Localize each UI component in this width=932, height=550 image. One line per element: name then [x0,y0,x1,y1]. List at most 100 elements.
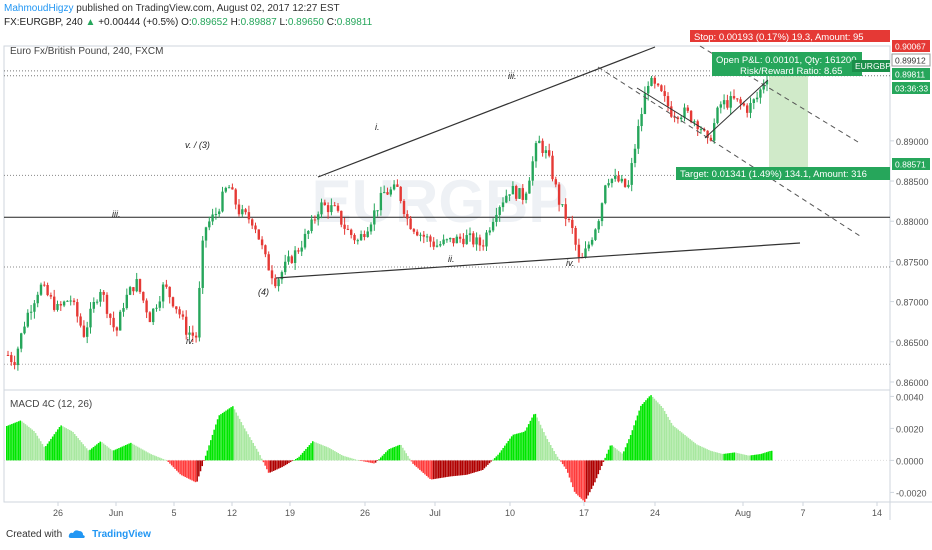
candle-body [518,188,521,199]
author-link[interactable]: MahmoudHigzy [4,3,74,14]
candle-body [300,247,303,252]
macd-bar [128,443,130,461]
ohlc-close-value: 0.89811 [336,17,373,28]
pnl-box-bg [712,52,862,76]
macd-bar [771,450,773,461]
macd-bar [310,443,312,461]
macd-bar [337,453,339,461]
candle-body [640,114,643,127]
macd-bar [220,414,222,461]
macd-bar [329,448,331,461]
macd-bar [415,460,418,467]
macd-bar [196,460,198,482]
countdown-tag: 03:36:33 [892,82,930,94]
macd-bar [541,428,543,461]
macd-bar [531,417,533,461]
candle-body [425,236,429,238]
macd-bar [648,396,651,461]
macd-bar [162,458,164,461]
macd-bar [638,410,640,461]
candle-body [412,229,416,232]
macd-bar [113,450,115,461]
macd-bar [286,460,288,465]
macd-bar [250,440,253,461]
candle-body [409,218,412,230]
macd-bar [211,434,214,461]
candle-body [455,236,458,244]
macd-bar [223,411,226,461]
macd-bar [699,446,702,461]
candle-body [729,96,732,108]
macd-bar [293,460,295,461]
macd-bar [733,452,736,461]
candle-body [574,227,577,245]
wave-label: v. / (3) [185,140,210,150]
candle-body [524,193,528,200]
macd-bar [657,402,659,461]
symbol-label: FX:EURGBP, 240 [4,17,83,28]
price-tick-label: 0.88000 [896,217,929,227]
flag-lower-line [636,87,706,131]
candle-body [713,123,716,141]
tradingview-brand[interactable]: TradingView [92,528,151,540]
macd-bar [551,448,554,461]
candle-body [478,237,482,246]
candle-body [59,304,62,306]
macd-bar [36,435,39,461]
macd-bar [109,448,112,461]
macd-bar [395,446,397,461]
macd-bar [63,427,66,461]
candle-body [181,314,185,317]
macd-bar [330,449,333,461]
macd-bar [616,449,618,461]
macd-bar [696,444,698,461]
up-arrow-icon: ▲ [85,17,96,28]
macd-bar [548,442,550,461]
target-price-tag: 0.88571 [892,158,930,170]
macd-bar [458,460,460,476]
candle-body [333,205,336,207]
candle-body [419,234,422,236]
macd-bar [317,443,319,461]
macd-bar [255,448,258,461]
candle-body [392,184,396,190]
macd-bar [199,460,202,472]
candle-body [119,311,122,331]
macd-bar [419,460,421,470]
macd-bar [74,434,76,461]
macd-bar [536,417,538,461]
macd-bar [228,408,231,461]
macd-bar [322,445,324,461]
macd-bar [628,439,630,461]
macd-bar [629,435,632,461]
candle-body [46,285,49,296]
candle-body [620,178,623,182]
candle-body [584,248,587,258]
macd-bar [300,454,302,461]
candle-body [564,204,567,219]
candle-body [663,91,666,97]
macd-bar [667,416,669,461]
candle-body [95,301,99,303]
macd-bar [572,460,574,488]
candle-body [521,188,524,200]
macd-bar [38,438,40,461]
price-chart[interactable]: EURGBP 0.86000 0.86500 0.87000 0.87500 0.880… [0,0,932,520]
macd-bar [422,460,424,473]
pnl-text: Open P&L: 0.00101, Qty: 161200 [716,55,857,66]
stop-box: Stop: 0.00193 (0.17%) 19.3, Amount: 95 [690,30,890,43]
macd-bar [70,430,73,461]
candle-body [482,245,485,247]
candle-body [171,297,175,307]
macd-bar [174,460,176,469]
macd-bar [181,460,183,476]
macd-bar [125,445,127,461]
candle-body [6,354,10,356]
macd-bar [111,450,113,461]
macd-bar [594,460,596,483]
candle-body [340,210,343,225]
macd-bar [391,447,394,461]
candle-body [62,301,66,306]
macd-bar [516,433,518,461]
candle-body [491,221,495,231]
